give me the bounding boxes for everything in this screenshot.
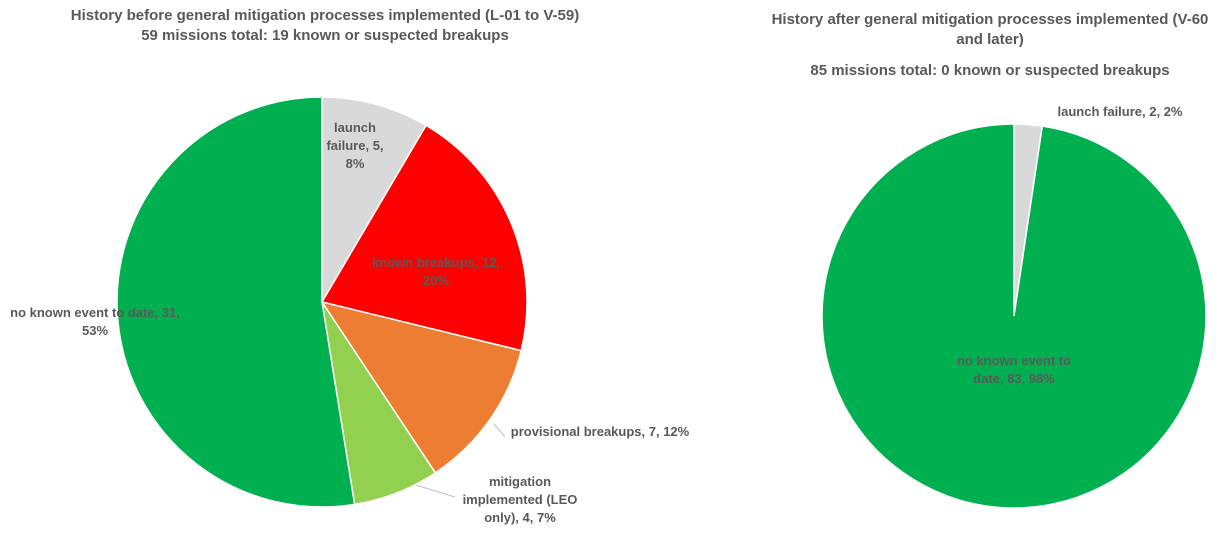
- data-label: known breakups, 12, 20%: [372, 255, 500, 288]
- subtitle: 85 missions total: 0 known or suspected …: [810, 62, 1170, 79]
- data-label: no known event to date, 83, 98%: [956, 353, 1072, 386]
- leader-line: [493, 423, 506, 438]
- pie-slice: [320, 124, 528, 352]
- pie-slice: [320, 300, 523, 474]
- data-label: no known event to date, 31, 53%: [10, 305, 180, 338]
- data-label: launch failure, 5, 8%: [326, 120, 384, 171]
- pie-slice: [321, 96, 428, 305]
- pie-slice: [821, 123, 1207, 509]
- data-label: provisional breakups, 7, 12%: [510, 424, 690, 439]
- title: History after general mitigation process…: [771, 11, 1209, 48]
- title: History before general mitigation proces…: [70, 7, 580, 24]
- subtitle: 59 missions total: 19 known or suspected…: [141, 27, 509, 44]
- data-label: launch failure, 2, 2%: [1057, 104, 1183, 119]
- pie-slice: [116, 96, 356, 508]
- data-label: mitigation implemented (LEO only), 4, 7%: [462, 474, 578, 525]
